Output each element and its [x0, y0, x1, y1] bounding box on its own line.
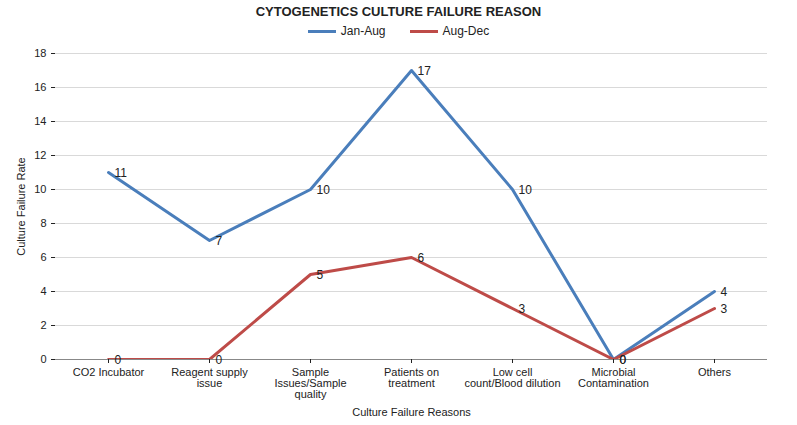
- svg-text:14: 14: [34, 115, 46, 127]
- svg-text:6: 6: [418, 251, 425, 265]
- svg-text:0: 0: [216, 353, 223, 367]
- svg-text:11: 11: [115, 166, 128, 180]
- svg-text:16: 16: [34, 81, 46, 93]
- html-text:CYTOGENETICS CULTURE FAILURE R: CYTOGENETICS CULTURE FAILURE REASON: [255, 4, 542, 19]
- svg-text:Culture Failure Reasons: Culture Failure Reasons: [352, 406, 471, 418]
- svg-text:Others: Others: [698, 366, 732, 378]
- svg-text:10: 10: [519, 183, 533, 197]
- svg-text:SampleIssues/Samplequality: SampleIssues/Samplequality: [274, 366, 346, 400]
- svg-text:Reagent supplyissue: Reagent supplyissue: [171, 366, 248, 389]
- svg-text:10: 10: [34, 183, 46, 195]
- svg-text:3: 3: [721, 302, 728, 316]
- svg-text:CO2 Incubator: CO2 Incubator: [73, 366, 145, 378]
- svg-text:10: 10: [317, 183, 331, 197]
- svg-text:6: 6: [40, 251, 46, 263]
- svg-text:3: 3: [519, 302, 526, 316]
- svg-text:12: 12: [34, 149, 46, 161]
- svg-text:Patients ontreatment: Patients ontreatment: [384, 366, 439, 389]
- svg-text:4: 4: [40, 285, 46, 297]
- html-text:Jan-Aug: Jan-Aug: [340, 24, 386, 38]
- svg-text:4: 4: [721, 285, 728, 299]
- svg-text:Low cellcount/Blood dilution: Low cellcount/Blood dilution: [464, 366, 560, 389]
- svg-text:0: 0: [620, 353, 627, 367]
- svg-text:2: 2: [40, 319, 46, 331]
- svg-text:8: 8: [40, 217, 46, 229]
- svg-text:7: 7: [216, 234, 223, 248]
- svg-text:0: 0: [620, 353, 627, 367]
- html-text:Aug-Dec: Aug-Dec: [442, 24, 490, 38]
- svg-text:MicrobialContamination: MicrobialContamination: [578, 366, 649, 389]
- svg-text:0: 0: [40, 353, 46, 365]
- svg-text:0: 0: [115, 353, 122, 367]
- svg-text:17: 17: [418, 64, 432, 78]
- svg-text:Culture Failure Rate: Culture Failure Rate: [15, 157, 27, 255]
- svg-text:5: 5: [317, 268, 324, 282]
- svg-text:18: 18: [34, 47, 46, 59]
